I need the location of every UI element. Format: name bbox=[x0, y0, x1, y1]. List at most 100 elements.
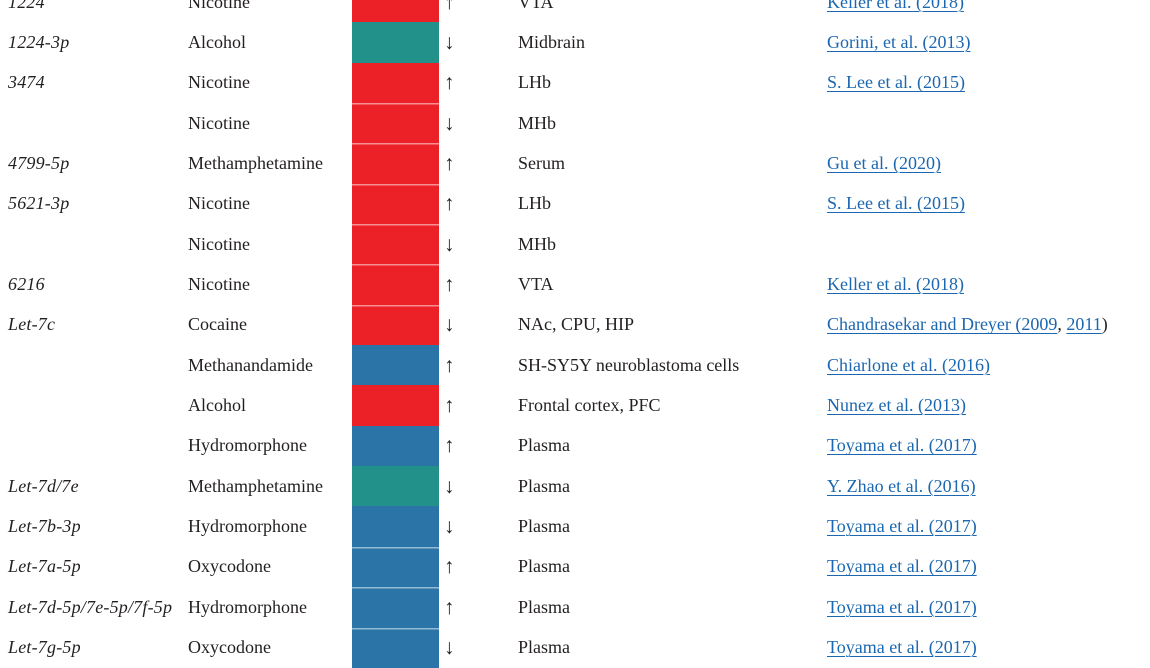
tissue-region: VTA bbox=[518, 274, 554, 295]
tissue-region: MHb bbox=[518, 233, 557, 254]
citation-link[interactable]: Toyama et al. (2017) bbox=[827, 637, 977, 658]
regulation-color-cell bbox=[352, 22, 439, 63]
table-row: Nicotine ↓ MHb bbox=[0, 224, 1150, 265]
drug-name: Hydromorphone bbox=[188, 435, 307, 456]
citation-link[interactable]: Keller et al. (2018) bbox=[827, 274, 964, 295]
arrow-up-icon: ↑ bbox=[444, 191, 455, 216]
drug-name: Alcohol bbox=[188, 395, 246, 416]
citation-link[interactable]: Toyama et al. (2017) bbox=[827, 596, 977, 617]
regulation-color-cell bbox=[352, 627, 439, 668]
regulation-color-cell bbox=[352, 62, 439, 104]
drug-name: Methamphetamine bbox=[188, 475, 323, 496]
reference-cell: Keller et al. (2018) bbox=[827, 0, 1150, 13]
mirna-name: Let-7b-3p bbox=[8, 516, 81, 537]
tissue-region: Plasma bbox=[518, 596, 570, 617]
reference-cell: Chiarlone et al. (2016) bbox=[827, 355, 1150, 376]
regulation-color-cell bbox=[352, 224, 439, 265]
regulation-color-cell bbox=[352, 546, 439, 588]
drug-name: Methanandamide bbox=[188, 354, 313, 375]
reference-cell: S. Lee et al. (2015) bbox=[827, 193, 1150, 214]
regulation-color-cell bbox=[352, 183, 439, 225]
drug-name: Oxycodone bbox=[188, 556, 271, 577]
reference-cell: Y. Zhao et al. (2016) bbox=[827, 476, 1150, 497]
citation-link[interactable]: S. Lee et al. (2015) bbox=[827, 72, 965, 93]
tissue-region: Plasma bbox=[518, 637, 570, 658]
reference-cell: Toyama et al. (2017) bbox=[827, 637, 1150, 658]
reference-cell: Toyama et al. (2017) bbox=[827, 597, 1150, 618]
citation-link[interactable]: Chandrasekar and Dreyer (2009 bbox=[827, 314, 1058, 335]
table-row: Let-7d/7e Methamphetamine ↓ Plasma Y. Zhao e… bbox=[0, 466, 1150, 507]
tissue-region: LHb bbox=[518, 72, 551, 93]
regulation-color-cell bbox=[352, 264, 439, 305]
tissue-region: MHb bbox=[518, 112, 557, 133]
table-row: 3474 Nicotine ↑ LHb S. Lee et al. (2015) bbox=[0, 62, 1150, 104]
mirna-name: 4799-5p bbox=[8, 153, 70, 174]
table-row: 5621-3p Nicotine ↑ LHb S. Lee et al. (2015) bbox=[0, 183, 1150, 225]
tissue-region: Serum bbox=[518, 153, 565, 174]
reference-cell: Gu et al. (2020) bbox=[827, 153, 1150, 174]
arrow-down-icon: ↓ bbox=[444, 514, 455, 539]
regulation-color-cell bbox=[352, 0, 439, 23]
mirna-name: 5621-3p bbox=[8, 193, 70, 214]
reference-cell: Chandrasekar and Dreyer (2009, 2011) bbox=[827, 314, 1150, 335]
tissue-region: Midbrain bbox=[518, 32, 585, 53]
drug-name: Nicotine bbox=[188, 72, 250, 93]
citation-link[interactable]: Gorini, et al. (2013) bbox=[827, 32, 971, 53]
arrow-down-icon: ↓ bbox=[444, 30, 455, 55]
tissue-region: Plasma bbox=[518, 516, 570, 537]
table-row: Let-7c Cocaine ↓ NAc, CPU, HIP Chandrasekar … bbox=[0, 304, 1150, 346]
drug-name: Nicotine bbox=[188, 233, 250, 254]
regulation-color-cell bbox=[352, 345, 439, 386]
regulation-color-cell bbox=[352, 466, 439, 507]
tissue-region: VTA bbox=[518, 0, 554, 12]
reference-cell: Toyama et al. (2017) bbox=[827, 516, 1150, 537]
citation-link[interactable]: Toyama et al. (2017) bbox=[827, 435, 977, 456]
arrow-up-icon: ↑ bbox=[444, 151, 455, 176]
regulation-color-cell bbox=[352, 425, 439, 467]
arrow-down-icon: ↓ bbox=[444, 473, 455, 498]
citation-link[interactable]: S. Lee et al. (2015) bbox=[827, 193, 965, 214]
reference-cell: S. Lee et al. (2015) bbox=[827, 72, 1150, 93]
arrow-up-icon: ↑ bbox=[444, 352, 455, 377]
drug-name: Nicotine bbox=[188, 274, 250, 295]
drug-name: Nicotine bbox=[188, 112, 250, 133]
mirna-name: Let-7a-5p bbox=[8, 556, 81, 577]
regulation-color-cell bbox=[352, 506, 439, 547]
table-row: Let-7g-5p Oxycodone ↓ Plasma Toyama et al. (… bbox=[0, 627, 1150, 668]
citation-link[interactable]: 2011 bbox=[1066, 314, 1102, 335]
arrow-down-icon: ↓ bbox=[444, 312, 455, 337]
mirna-name: Let-7c bbox=[8, 314, 56, 335]
reference-cell: Toyama et al. (2017) bbox=[827, 435, 1150, 456]
citation-link[interactable]: Chiarlone et al. (2016) bbox=[827, 354, 990, 375]
citation-link[interactable]: Keller et al. (2018) bbox=[827, 0, 964, 12]
regulation-color-cell bbox=[352, 304, 439, 346]
drug-name: Nicotine bbox=[188, 0, 250, 12]
citation-link[interactable]: Toyama et al. (2017) bbox=[827, 516, 977, 537]
tissue-region: Plasma bbox=[518, 475, 570, 496]
table-row: Alcohol ↑ Frontal cortex, PFC Nunez et al. … bbox=[0, 385, 1150, 426]
citation-text: , bbox=[1057, 314, 1067, 335]
drug-name: Methamphetamine bbox=[188, 153, 323, 174]
citation-link[interactable]: Toyama et al. (2017) bbox=[827, 556, 977, 577]
reference-cell: Toyama et al. (2017) bbox=[827, 556, 1150, 577]
regulation-color-cell bbox=[352, 587, 439, 628]
tissue-region: Frontal cortex, PFC bbox=[518, 395, 661, 416]
arrow-up-icon: ↑ bbox=[444, 70, 455, 95]
citation-link[interactable]: Gu et al. (2020) bbox=[827, 153, 941, 174]
reference-cell: Keller et al. (2018) bbox=[827, 274, 1150, 295]
table-row: Let-7b-3p Hydromorphone ↓ Plasma Toyama et a… bbox=[0, 506, 1150, 547]
mirna-name: 1224-3p bbox=[8, 32, 70, 53]
drug-name: Hydromorphone bbox=[188, 516, 307, 537]
mirna-name: Let-7d/7e bbox=[8, 475, 79, 496]
citation-link[interactable]: Nunez et al. (2013) bbox=[827, 395, 966, 416]
table-row: Methanandamide ↑ SH-SY5Y neuroblastoma cel… bbox=[0, 345, 1150, 386]
mirna-name: 6216 bbox=[8, 274, 45, 295]
reference-cell: Nunez et al. (2013) bbox=[827, 395, 1150, 416]
table-row: 4799-5p Methamphetamine ↑ Serum Gu et al. (2… bbox=[0, 143, 1150, 184]
drug-name: Hydromorphone bbox=[188, 596, 307, 617]
regulation-color-cell bbox=[352, 143, 439, 184]
table-row: Let-7d-5p/7e-5p/7f-5p Hydromorphone ↑ Plasm… bbox=[0, 587, 1150, 628]
citation-link[interactable]: Y. Zhao et al. (2016) bbox=[827, 475, 976, 496]
drug-name: Nicotine bbox=[188, 193, 250, 214]
